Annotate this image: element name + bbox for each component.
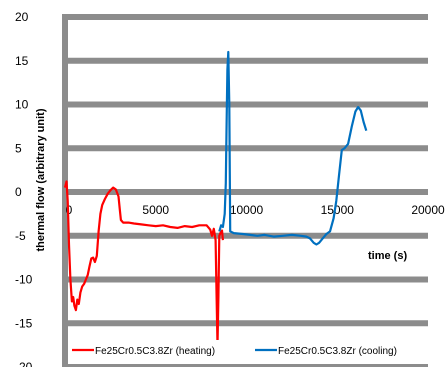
x-tick-label-1: 5000: [142, 203, 169, 217]
y-tick-label-7: -15: [15, 316, 33, 330]
legend: Fe25Cr0.5C3.8Zr (heating) Fe25Cr0.5C3.8Zr…: [68, 340, 426, 359]
series-line-0: [63, 180, 224, 347]
series-lines: [63, 50, 368, 347]
y-tick-label-3: 5: [15, 141, 22, 155]
legend-background: [68, 340, 426, 359]
y-tick-label-2: 10: [15, 98, 29, 112]
y-tick-label-0: 20: [15, 10, 29, 24]
y-tick-label-1: 15: [15, 54, 29, 68]
x-tick-label-0: 0: [66, 203, 73, 217]
y-axis-title: thermal flow (arbitrary unit): [35, 108, 47, 251]
legend-label-0: Fe25Cr0.5C3.8Zr (heating): [95, 346, 215, 357]
y-tick-label-5: -5: [15, 229, 26, 243]
y-tick-label-6: -10: [15, 273, 33, 287]
y-tick-label-8: -20: [15, 360, 33, 367]
legend-label-1: Fe25Cr0.5C3.8Zr (cooling): [278, 346, 397, 357]
x-axis-title: time (s): [368, 250, 407, 262]
x-tick-label-3: 15000: [321, 203, 355, 217]
series-line-1: [218, 50, 368, 246]
x-tick-label-2: 10000: [230, 203, 264, 217]
y-tick-label-4: 0: [15, 185, 22, 199]
x-tick-label-4: 20000: [411, 203, 445, 217]
tick-labels: 20 15 10 5 0 -5 -10 -15 -20 0 5000 10000 15000 20000: [15, 10, 445, 367]
axes: [62, 14, 428, 367]
